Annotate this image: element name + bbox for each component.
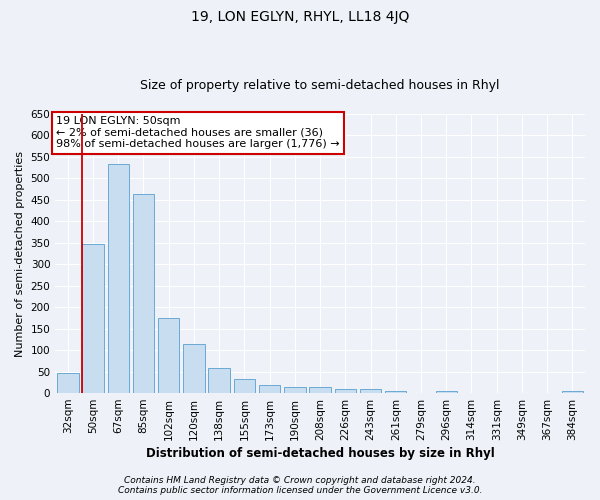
Title: Size of property relative to semi-detached houses in Rhyl: Size of property relative to semi-detach… — [140, 79, 500, 92]
Text: 19 LON EGLYN: 50sqm
← 2% of semi-detached houses are smaller (36)
98% of semi-de: 19 LON EGLYN: 50sqm ← 2% of semi-detache… — [56, 116, 340, 150]
Y-axis label: Number of semi-detached properties: Number of semi-detached properties — [15, 150, 25, 356]
Text: Contains HM Land Registry data © Crown copyright and database right 2024.
Contai: Contains HM Land Registry data © Crown c… — [118, 476, 482, 495]
Bar — [57, 374, 79, 393]
Bar — [208, 368, 230, 393]
Bar — [562, 391, 583, 393]
Bar — [133, 194, 154, 393]
Bar — [335, 389, 356, 393]
X-axis label: Distribution of semi-detached houses by size in Rhyl: Distribution of semi-detached houses by … — [146, 447, 494, 460]
Text: 19, LON EGLYN, RHYL, LL18 4JQ: 19, LON EGLYN, RHYL, LL18 4JQ — [191, 10, 409, 24]
Bar — [183, 344, 205, 393]
Bar — [158, 318, 179, 393]
Bar — [233, 379, 255, 393]
Bar — [107, 164, 129, 393]
Bar — [284, 386, 305, 393]
Bar — [436, 392, 457, 393]
Bar — [385, 391, 406, 393]
Bar — [310, 387, 331, 393]
Bar — [360, 389, 381, 393]
Bar — [259, 386, 280, 393]
Bar — [82, 244, 104, 393]
